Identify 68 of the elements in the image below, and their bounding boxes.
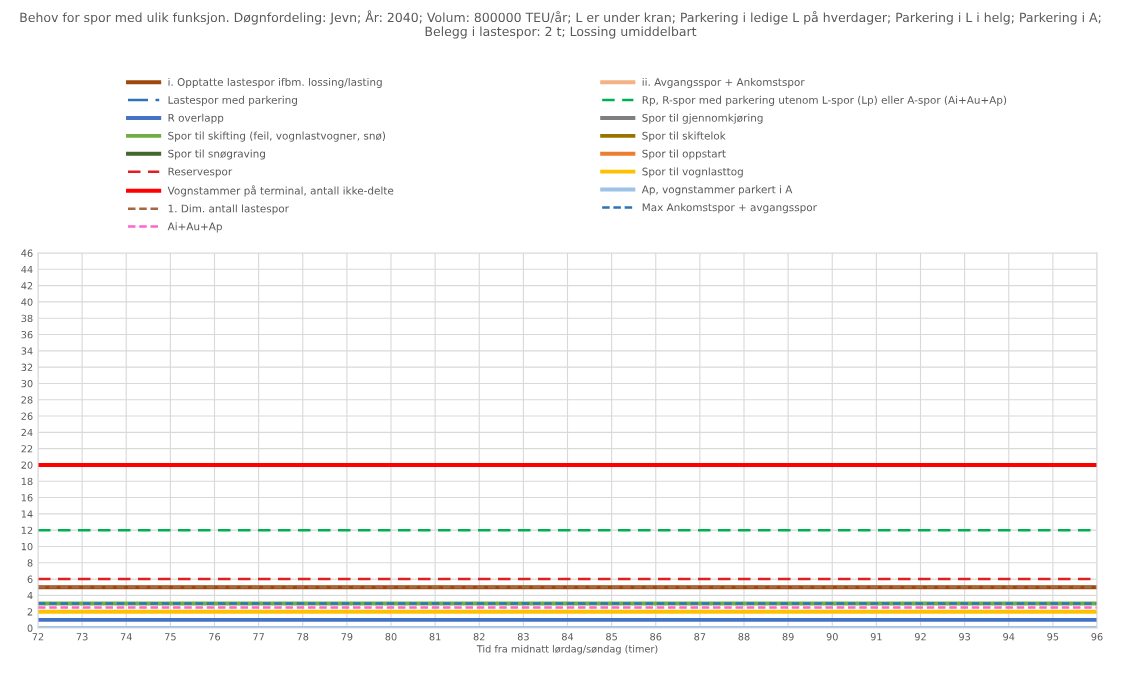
legend-label: ii. Avgangsspor + Ankomstspor xyxy=(642,77,805,88)
legend-label: Spor til vognlasttog xyxy=(642,167,743,178)
legend-label: Vognstammer på terminal, antall ikke-delte xyxy=(167,185,394,197)
legend-label: Max Ankomstspor + avgangsspor xyxy=(642,203,817,214)
y-tick-label: 0 xyxy=(27,624,33,632)
y-tick-label: 14 xyxy=(21,510,33,518)
x-tick-label: 77 xyxy=(253,633,264,641)
y-tick-label: 2 xyxy=(27,608,33,616)
legend-label: Lastespor med parkering xyxy=(168,95,297,106)
y-tick-label: 4 xyxy=(27,592,33,600)
x-axis-title: Tid fra midnatt lørdag/søndag (timer) xyxy=(476,645,658,655)
y-tick-label: 12 xyxy=(21,526,33,534)
x-tick-label: 79 xyxy=(341,633,353,641)
x-tick-label: 96 xyxy=(1091,633,1103,641)
legend-label: Spor til skifting (feil, vognlastvogner, snø) xyxy=(168,131,386,142)
legend-label: Spor til snøgraving xyxy=(168,149,265,160)
x-tick-label: 90 xyxy=(826,633,838,641)
x-tick-label: 89 xyxy=(782,633,794,641)
y-tick-label: 44 xyxy=(21,265,33,273)
y-tick-label: 20 xyxy=(21,461,33,469)
y-tick-label: 18 xyxy=(21,477,33,486)
y-tick-label: 32 xyxy=(21,363,33,371)
y-tick-label: 8 xyxy=(27,559,33,567)
y-tick-label: 28 xyxy=(21,396,33,404)
x-tick-label: 94 xyxy=(1003,633,1015,641)
legend-label: Spor til oppstart xyxy=(642,149,726,160)
x-tick-label: 78 xyxy=(297,633,309,641)
y-tick-label: 22 xyxy=(21,445,33,453)
x-tick-label: 85 xyxy=(606,633,617,641)
y-tick-label: 6 xyxy=(27,575,33,583)
y-tick-label: 30 xyxy=(21,379,33,388)
y-tick-label: 42 xyxy=(21,282,33,290)
x-tick-label: 88 xyxy=(738,633,750,641)
legend-label: Spor til skiftelok xyxy=(642,131,726,142)
legend-label: Rp, R-spor med parkering utenom L-spor (Lp) eller A-spor (Ai+Au+Ap) xyxy=(642,95,1007,106)
x-tick-label: 75 xyxy=(164,633,176,641)
x-tick-label: 74 xyxy=(120,633,132,641)
legend-label: Ap, vognstammer parkert i A xyxy=(641,185,793,196)
y-tick-label: 40 xyxy=(21,298,33,306)
x-tick-label: 83 xyxy=(517,633,529,641)
legend-label: 1. Dim. antall lastespor xyxy=(168,204,289,215)
x-tick-label: 82 xyxy=(473,633,485,641)
legend-label: i. Opptatte lastespor ifbm. lossing/lasting xyxy=(168,77,382,88)
y-tick-label: 46 xyxy=(21,249,33,257)
y-tick-label: 34 xyxy=(21,347,33,355)
y-tick-label: 24 xyxy=(21,428,33,437)
x-tick-label: 76 xyxy=(209,633,221,641)
y-tick-label: 38 xyxy=(21,314,33,323)
y-tick-label: 36 xyxy=(21,331,33,339)
x-tick-label: 95 xyxy=(1047,633,1059,641)
legend-label: R overlapp xyxy=(168,113,224,124)
chart-title: Behov for spor med ulik funksjon. Døgnfordeling: Jevn; År: 2040; Volum: 800000 TEU/år; L er under kran; Parkering i ledige L på hverdager; Parkering i L i helg; Parkering i A; Belegg i lastespor: 2 t; Lossing umiddelbart xyxy=(20,10,1101,39)
x-tick-label: 91 xyxy=(870,633,882,641)
legend-label: Reservespor xyxy=(168,167,233,178)
x-tick-label: 80 xyxy=(385,633,397,641)
legend-label: Spor til gjennomkjøring xyxy=(642,113,763,124)
x-tick-label: 73 xyxy=(76,633,88,641)
x-tick-label: 93 xyxy=(959,633,971,641)
x-tick-label: 92 xyxy=(914,633,926,641)
x-tick-label: 86 xyxy=(650,633,662,641)
x-tick-label: 87 xyxy=(694,633,706,641)
x-tick-label: 72 xyxy=(32,633,44,641)
x-tick-label: 84 xyxy=(561,633,574,641)
y-tick-label: 26 xyxy=(21,412,33,420)
legend-label: Ai+Au+Ap xyxy=(167,222,222,233)
y-tick-label: 16 xyxy=(21,494,33,502)
y-tick-label: 10 xyxy=(21,542,33,551)
x-tick-label: 81 xyxy=(429,633,441,641)
